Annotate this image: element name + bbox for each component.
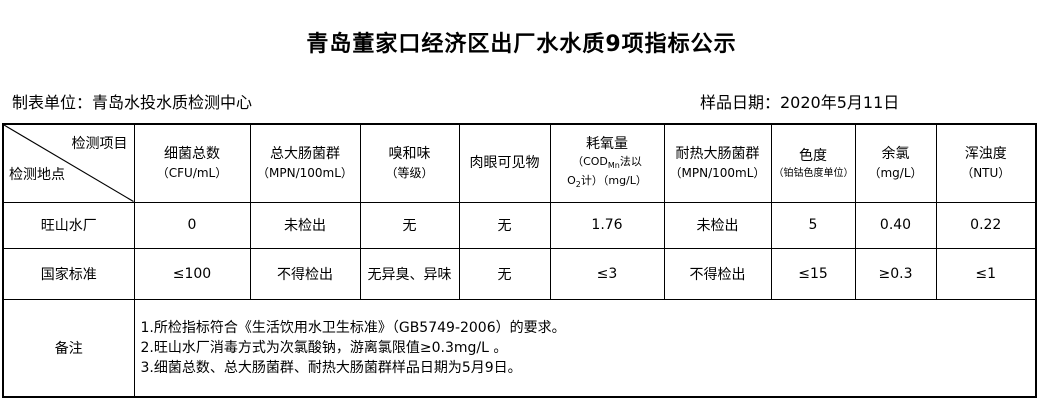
col-unit: （NTU） xyxy=(961,166,1011,181)
cell-plant-visible: 无 xyxy=(458,201,551,249)
cell-standard-turbidity: ≤1 xyxy=(935,247,1037,300)
sample-date-label: 样品日期：2020年5月11日 xyxy=(700,93,900,112)
col-header-total-coliform: 总大肠菌群 （MPN/100mL） xyxy=(249,123,361,203)
cell-standard-coliform: 不得检出 xyxy=(249,247,361,300)
col-header-thermotolerant-coliform: 耐热大肠菌群 （MPN/100mL） xyxy=(663,123,772,203)
remark-line-2: 2.旺山水厂消毒方式为次氯酸钠，游离氯限值≥0.3mg/L 。 xyxy=(140,339,508,356)
diagonal-line xyxy=(4,125,133,201)
col-title: 嗅和味 xyxy=(388,146,431,163)
remark-line-3: 3.细菌总数、总大肠菌群、耐热大肠菌群样品日期为5月9日。 xyxy=(140,359,522,376)
corner-cell: 检测项目 检测地点 xyxy=(2,123,135,203)
col-title: 耗氧量 xyxy=(586,136,628,153)
col-unit-line2: O2计）（mg/L） xyxy=(567,174,647,190)
table-header-row: 检测项目 检测地点 细菌总数 （CFU/mL） 总大肠菌群 （MPN/100mL… xyxy=(2,123,1037,203)
col-header-visible-matter: 肉眼可见物 xyxy=(458,123,551,203)
col-header-oxygen-consumption: 耗氧量 （CODMn法以 O2计）（mg/L） xyxy=(549,123,665,203)
producer-label: 制表单位：青岛水投水质检测中心 xyxy=(12,93,253,112)
table-row-remark: 备注 1.所检指标符合《生活饮用水卫生标准》（GB5749-2006）的要求。 … xyxy=(2,298,1037,398)
col-unit-line1: （CODMn法以 xyxy=(572,155,642,171)
cell-standard-oxygen: ≤3 xyxy=(549,247,665,300)
cell-standard-chroma: ≤15 xyxy=(770,247,856,300)
col-title: 浑浊度 xyxy=(964,146,1007,163)
row-label-standard: 国家标准 xyxy=(2,247,135,300)
col-unit: （等级） xyxy=(385,166,434,181)
col-title: 肉眼可见物 xyxy=(469,155,540,172)
col-header-bacteria-total: 细菌总数 （CFU/mL） xyxy=(133,123,251,203)
table-row-plant: 旺山水厂 0 未检出 无 无 1.76 未检出 5 0.40 0.22 xyxy=(2,201,1037,249)
col-title: 余氯 xyxy=(881,146,910,163)
cell-standard-chlorine: ≥0.3 xyxy=(854,247,937,300)
corner-label-sites: 检测地点 xyxy=(9,166,65,183)
cell-plant-coliform: 未检出 xyxy=(249,201,361,249)
water-quality-table: 检测项目 检测地点 细菌总数 （CFU/mL） 总大肠菌群 （MPN/100mL… xyxy=(2,123,1037,398)
cell-standard-visible: 无 xyxy=(458,247,551,300)
page-title: 青岛董家口经济区出厂水水质9项指标公示 xyxy=(306,32,737,57)
col-header-turbidity: 浑浊度 （NTU） xyxy=(935,123,1037,203)
cell-plant-turbidity: 0.22 xyxy=(935,201,1037,249)
cell-plant-thermo: 未检出 xyxy=(663,201,772,249)
col-title: 色度 xyxy=(799,147,827,164)
cell-plant-chlorine: 0.40 xyxy=(854,201,937,249)
cell-standard-odor: 无异臭、异味 xyxy=(359,247,460,300)
cell-standard-thermo: 不得检出 xyxy=(663,247,772,300)
col-title: 总大肠菌群 xyxy=(270,146,340,163)
col-unit: （MPN/100mL） xyxy=(257,166,353,181)
col-header-chroma: 色度 （铂钴色度单位） xyxy=(770,123,856,203)
col-unit: （CFU/mL） xyxy=(156,166,228,181)
col-title: 细菌总数 xyxy=(164,146,220,163)
remark-line-1: 1.所检指标符合《生活饮用水卫生标准》（GB5749-2006）的要求。 xyxy=(140,319,566,336)
remark-label: 备注 xyxy=(2,298,135,398)
cell-standard-bacteria: ≤100 xyxy=(133,247,251,300)
remark-content: 1.所检指标符合《生活饮用水卫生标准》（GB5749-2006）的要求。 2.旺… xyxy=(133,298,1037,398)
col-unit: （铂钴色度单位） xyxy=(773,167,854,179)
col-header-residual-chlorine: 余氯 （mg/L） xyxy=(854,123,937,203)
meta-row: 制表单位：青岛水投水质检测中心 样品日期：2020年5月11日 xyxy=(0,89,1043,112)
cell-plant-bacteria: 0 xyxy=(133,201,251,249)
table-row-standard: 国家标准 ≤100 不得检出 无异臭、异味 无 ≤3 不得检出 ≤15 ≥0.3… xyxy=(2,247,1037,300)
col-title: 耐热大肠菌群 xyxy=(675,146,760,163)
row-label-plant: 旺山水厂 xyxy=(2,201,135,249)
cell-plant-chroma: 5 xyxy=(770,201,856,249)
col-unit: （mg/L） xyxy=(868,166,923,181)
col-header-odor-taste: 嗅和味 （等级） xyxy=(359,123,460,203)
cell-plant-odor: 无 xyxy=(359,201,460,249)
corner-label-items: 检测项目 xyxy=(71,136,128,152)
col-unit: （MPN/100mL） xyxy=(669,166,766,181)
cell-plant-oxygen: 1.76 xyxy=(549,201,665,249)
